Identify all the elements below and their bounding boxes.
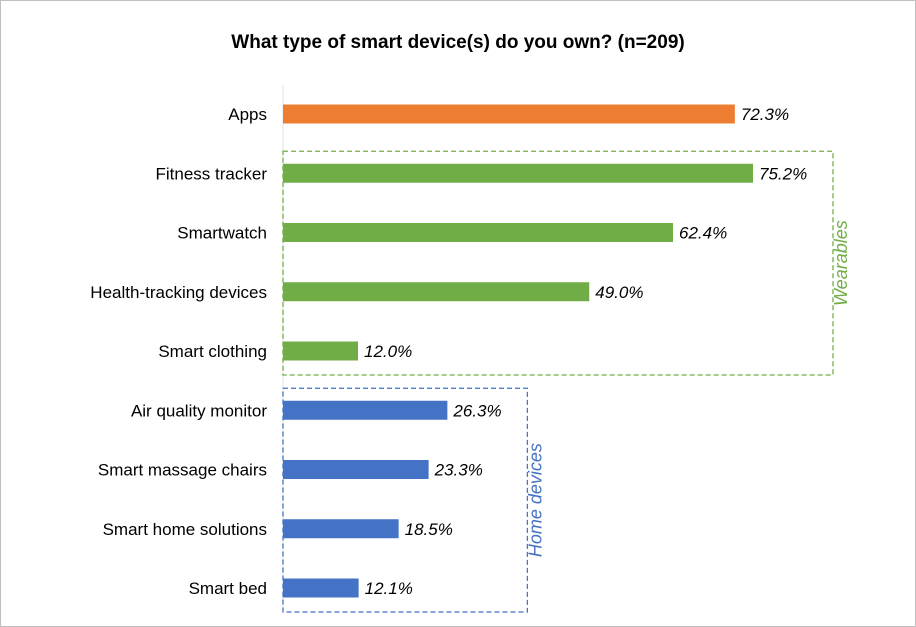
value-label-smart-clothing: 12.0% (364, 342, 412, 361)
bar-smart-bed (283, 578, 359, 598)
category-label-fitness-tracker: Fitness tracker (156, 164, 268, 183)
category-label-air-quality-monitor: Air quality monitor (131, 401, 267, 420)
category-label-smart-home-solutions: Smart home solutions (103, 520, 267, 539)
bar-health-tracking-devices (283, 282, 590, 302)
chart-title: What type of smart device(s) do you own?… (231, 32, 684, 53)
category-label-smart-massage-chairs: Smart massage chairs (98, 461, 267, 480)
category-label-apps: Apps (228, 105, 267, 124)
group-boxes-layer: Wearables Home devices (282, 150, 851, 613)
group-box-wearables (282, 150, 834, 376)
bar-smart-home-solutions (283, 519, 399, 539)
value-label-fitness-tracker: 75.2% (759, 164, 807, 183)
value-label-health-tracking-devices: 49.0% (595, 283, 643, 302)
bar-fitness-tracker (283, 163, 753, 183)
group-label-home-devices: Home devices (525, 443, 545, 557)
value-label-air-quality-monitor: 26.3% (452, 401, 501, 420)
bars-layer: Apps 72.3% Fitness tracker 75.2% Smartwatch 6… (90, 104, 807, 598)
category-label-smartwatch: Smartwatch (177, 224, 267, 243)
bar-smart-clothing (283, 341, 358, 361)
bar-smartwatch (283, 223, 673, 242)
value-label-apps: 72.3% (741, 105, 789, 124)
group-label-wearables: Wearables (831, 220, 851, 306)
value-label-smartwatch: 62.4% (679, 224, 727, 243)
value-label-smart-massage-chairs: 23.3% (434, 461, 483, 480)
category-label-smart-bed: Smart bed (189, 579, 267, 598)
bar-air-quality-monitor (283, 400, 448, 420)
group-box-home-devices (282, 387, 529, 613)
value-label-smart-bed: 12.1% (365, 579, 413, 598)
value-label-smart-home-solutions: 18.5% (405, 520, 453, 539)
category-label-health-tracking-devices: Health-tracking devices (90, 283, 267, 302)
bar-apps (283, 104, 735, 124)
category-label-smart-clothing: Smart clothing (158, 342, 267, 361)
bar-smart-massage-chairs (283, 460, 429, 479)
